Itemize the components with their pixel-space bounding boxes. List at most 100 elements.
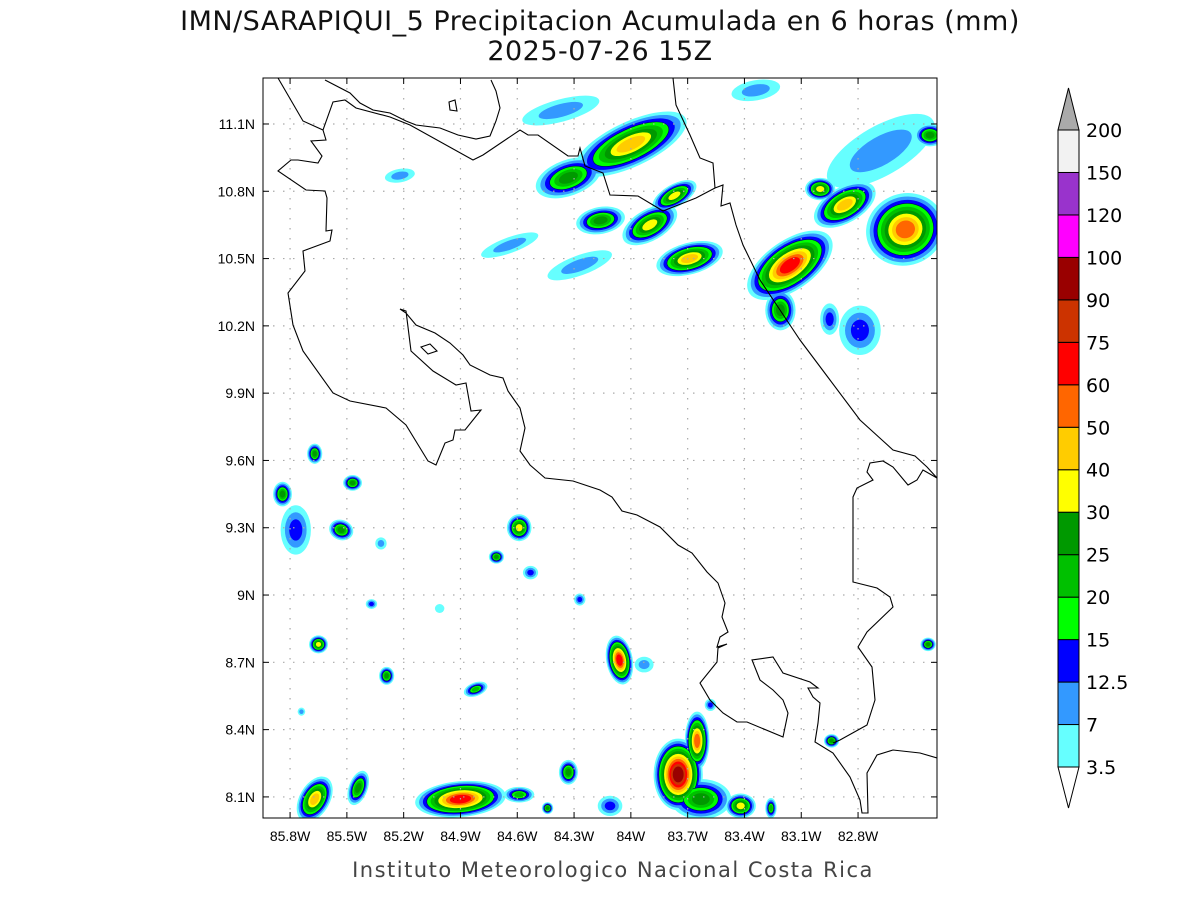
precip-contour-7 — [849, 129, 912, 173]
colorbar-swatch-40 — [1057, 426, 1080, 471]
colorbar-swatch-3.5 — [1057, 724, 1080, 768]
caribbean-coastline — [672, 78, 937, 479]
colorbar-swatch-50 — [1057, 384, 1080, 428]
colorbar-label: 50 — [1086, 417, 1110, 439]
lon-tick-label: 85.5W — [327, 828, 368, 844]
precip-contour-25 — [279, 490, 286, 498]
axis-ticks: 85.8W 85.5W 85.2W 84.9W 84.6W 84.3W 84W 83.7W 83… — [218, 78, 937, 844]
colorbar-label: 25 — [1086, 545, 1110, 567]
precip-contour-60 — [616, 654, 623, 666]
precip-contour-12.5 — [825, 312, 834, 326]
precip-contour-7 — [493, 237, 527, 253]
precip-contour-90 — [672, 766, 684, 783]
lon-tick-label: 84W — [616, 828, 646, 844]
map-area — [263, 78, 937, 818]
colorbar-swatch-100 — [1057, 214, 1080, 258]
precip-contour-25 — [925, 131, 935, 139]
precip-contour-25 — [925, 642, 931, 647]
footer-credit: Instituto Meteorologico Nacional Costa R… — [352, 858, 874, 882]
precip-contour-25 — [355, 782, 362, 793]
precip-contour-25 — [384, 673, 389, 679]
precip-contour-12.5 — [604, 801, 616, 811]
precip-contour-40 — [681, 254, 699, 264]
precip-contour-30 — [515, 524, 523, 532]
precip-contour-20 — [769, 804, 773, 812]
precip-contour-25 — [337, 526, 345, 534]
colorbar-label: 20 — [1086, 587, 1110, 609]
colorbar-label: 200 — [1086, 120, 1122, 142]
precip-contour-30 — [668, 191, 681, 201]
precip-contour-50 — [895, 220, 915, 239]
colorbar-swatch-7 — [1057, 681, 1080, 726]
colorbar-label: 150 — [1086, 162, 1122, 184]
colorbar-swatch-25 — [1057, 511, 1080, 556]
chira-island — [419, 343, 439, 355]
precip-contour-30 — [736, 802, 745, 810]
precip-contour-30 — [315, 641, 322, 647]
lat-tick-label: 8.1N — [225, 789, 255, 805]
lat-tick-label: 10.2N — [218, 318, 255, 334]
precip-contour-7 — [377, 539, 385, 547]
lat-tick-label: 9N — [237, 587, 255, 603]
lake-island — [448, 99, 458, 112]
precip-contour-25 — [593, 216, 608, 225]
colorbar-swatch-90 — [1057, 256, 1080, 301]
colorbar-label: 100 — [1086, 247, 1122, 269]
precip-contour-12.5 — [369, 601, 374, 607]
lat-tick-label: 8.4N — [225, 722, 255, 738]
precip-contour-25 — [312, 450, 317, 457]
lat-tick-label: 8.7N — [225, 654, 255, 670]
lon-tick-label: 85.8W — [270, 828, 311, 844]
colorbar-label: 15 — [1086, 630, 1110, 652]
colorbar-under-arrow — [1057, 766, 1080, 809]
precip-contour-25 — [558, 171, 578, 184]
colorbar-swatch-12.5 — [1057, 639, 1080, 683]
map-frame — [262, 77, 938, 819]
precip-contour-7 — [561, 256, 599, 274]
colorbar-label: 75 — [1086, 332, 1110, 354]
lat-tick-label: 10.8N — [218, 183, 255, 199]
lat-tick-label: 9.6N — [225, 452, 255, 468]
lat-tick-label: 9.3N — [225, 520, 255, 536]
colorbar-legend: 3.5 7 12.5 15 20 25 30 40 50 60 75 90 100 120 150 200 — [1057, 87, 1128, 809]
precip-contour-3.5 — [434, 604, 445, 613]
precip-contour-7 — [299, 709, 304, 714]
coastlines — [277, 78, 937, 814]
precip-contour-7 — [741, 84, 770, 97]
precip-contour-25 — [692, 793, 710, 806]
colorbar-label: 3.5 — [1086, 757, 1116, 779]
precipitation-field — [273, 79, 937, 818]
panama-border-line — [832, 460, 937, 744]
colorbar-label: 60 — [1086, 375, 1110, 397]
precip-contour-40 — [836, 198, 853, 211]
precip-contour-25 — [565, 768, 572, 776]
colorbar-swatch-75 — [1057, 299, 1080, 343]
precip-contour-30 — [816, 185, 825, 193]
colorbar-swatch-120 — [1057, 171, 1080, 216]
nicaragua-border-line — [277, 78, 716, 212]
lat-tick-label: 10.5N — [218, 251, 255, 267]
lon-tick-label: 83.7W — [667, 828, 708, 844]
colorbar-over-arrow — [1057, 87, 1080, 131]
precip-contour-12.5 — [850, 319, 869, 342]
lon-tick-label: 85.2W — [383, 828, 424, 844]
precip-contour-12.5 — [289, 519, 303, 541]
lake-nicaragua-shore — [324, 79, 501, 140]
precip-contour-25 — [545, 806, 550, 810]
map-subtitle-datetime: 2025-07-26 15Z — [487, 36, 712, 67]
precip-contour-7 — [638, 660, 650, 670]
colorbar-label: 30 — [1086, 502, 1110, 524]
colorbar-swatch-60 — [1057, 341, 1080, 386]
precip-contour-40 — [616, 135, 646, 153]
colorbar-label: 120 — [1086, 205, 1122, 227]
gridlines — [263, 78, 937, 818]
colorbar-swatch-20 — [1057, 554, 1080, 598]
precip-contour-30 — [642, 219, 658, 231]
precip-contour-20 — [514, 792, 525, 798]
colorbar-label: 12.5 — [1086, 672, 1128, 694]
lon-tick-label: 83.4W — [724, 828, 765, 844]
precip-contour-25 — [494, 554, 499, 559]
map-title: IMN/SARAPIQUI_5 Precipitacion Acumulada … — [180, 6, 1020, 37]
lat-tick-label: 9.9N — [225, 385, 255, 401]
